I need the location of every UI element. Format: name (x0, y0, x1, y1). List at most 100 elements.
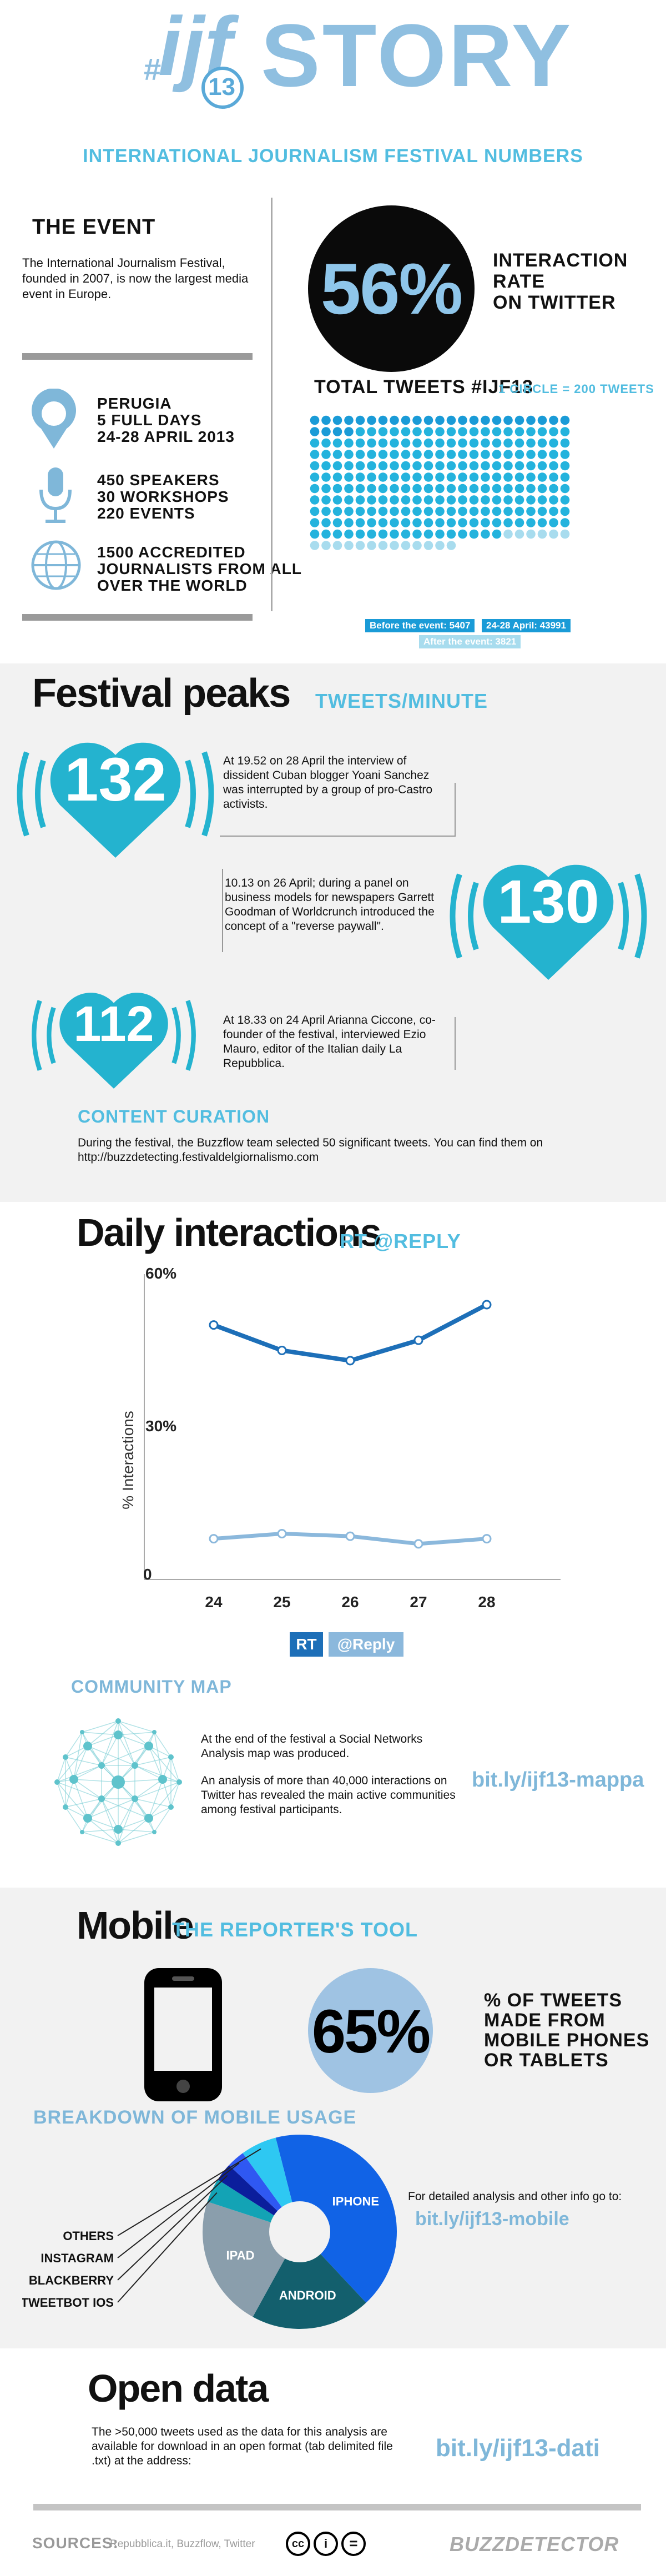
tweet-dot (401, 415, 411, 425)
tweet-dot (423, 427, 433, 436)
mobile-link[interactable]: bit.ly/ijf13-mobile (415, 2208, 569, 2230)
tweet-dot (458, 484, 467, 494)
network-edge (57, 1782, 102, 1799)
network-edge (101, 1745, 149, 1766)
tweet-dot (503, 495, 513, 505)
tweet-dot (367, 438, 376, 448)
network-edge (57, 1782, 66, 1808)
tweet-dot (503, 472, 513, 482)
tweet-dot (332, 427, 342, 436)
tweet-dot (310, 415, 320, 425)
sources-text: Repubblica.it, Buzzflow, Twitter (110, 2538, 255, 2550)
tweet-dot (435, 461, 445, 471)
network-edge (118, 1779, 163, 1783)
tweet-dot (481, 450, 490, 459)
x-tick-label: 27 (410, 1593, 427, 1610)
tweet-dot (458, 450, 467, 459)
tweet-dot (458, 506, 467, 516)
tweet-dot (526, 529, 536, 539)
tweet-dot (310, 472, 320, 482)
tweet-dot (412, 495, 422, 505)
tweet-dot (390, 472, 399, 482)
peak-value: 132 (64, 746, 167, 814)
tweet-dot (526, 461, 536, 471)
y-tick-label: 30% (145, 1417, 176, 1435)
tweet-dot (537, 415, 547, 425)
tweet-dot (412, 506, 422, 516)
x-tick-label: 26 (341, 1593, 359, 1610)
network-edge (73, 1779, 119, 1783)
tweet-dot (481, 506, 490, 516)
tweet-dot (332, 506, 342, 516)
tweet-dot (367, 450, 376, 459)
network-edge (134, 1779, 163, 1799)
tweet-dot (560, 427, 570, 436)
network-edge (101, 1798, 119, 1844)
fact-line: JOURNALISTS FROM ALL (97, 560, 302, 577)
tweet-dot (560, 461, 570, 471)
leader-line (117, 2192, 218, 2303)
tweet-dot (344, 541, 354, 550)
network-edge (82, 1720, 119, 1733)
peak-text: 10.13 on 26 April; during a panel on bus… (225, 877, 435, 933)
tweet-dot (310, 541, 320, 550)
tweet-dot (344, 427, 354, 436)
heart-112-icon (32, 993, 196, 1089)
location-pin-icon (29, 388, 79, 450)
tweet-dot (469, 518, 479, 527)
tweet-dot (401, 438, 411, 448)
tweet-dot (423, 495, 433, 505)
line-chart: 60% 30% 0 % Interactions 24 25 26 27 28 (119, 1266, 561, 1610)
tweet-dot (367, 506, 376, 516)
network-edge (134, 1782, 180, 1799)
tweet-dot (435, 518, 445, 527)
rate-label: INTERACTION RATE ON TWITTER (493, 250, 666, 313)
tweet-dot (514, 495, 524, 505)
opendata-link[interactable]: bit.ly/ijf13-dati (436, 2434, 600, 2462)
opendata-title: Open data (88, 2367, 269, 2410)
network-map-icon (54, 1718, 182, 1846)
network-edge (57, 1757, 66, 1783)
network-node (115, 1840, 121, 1846)
tweet-dot (435, 427, 445, 436)
tweet-dot (332, 541, 342, 550)
tweet-dot (435, 415, 445, 425)
legend-rt[interactable]: RT (290, 1632, 323, 1657)
tweet-dot (458, 438, 467, 448)
tweet-dot (446, 518, 456, 527)
logo-hash: # (144, 52, 162, 87)
network-edge (101, 1798, 149, 1819)
tweet-dot (537, 495, 547, 505)
tweet-dot (367, 415, 376, 425)
tweet-dot (401, 484, 411, 494)
network-edge (118, 1832, 155, 1844)
legend-during: 24-28 April: 43991 (482, 619, 571, 632)
tweet-dot (321, 506, 331, 516)
tweet-dot (390, 541, 399, 550)
divider (33, 2504, 641, 2510)
heart-130-icon (450, 864, 647, 980)
tweet-dot (560, 415, 570, 425)
peak-text: At 19.52 on 28 April the interview of di… (223, 754, 433, 811)
network-edge (134, 1732, 155, 1766)
fact-line: 24-28 APRIL 2013 (97, 428, 235, 445)
pie-hole (269, 2201, 330, 2262)
tweet-dot (355, 484, 365, 494)
legend-reply[interactable]: @Reply (329, 1632, 403, 1657)
fact-line: 5 FULL DAYS (97, 411, 202, 429)
tweet-dot (412, 484, 422, 494)
network-edge (87, 1734, 119, 1747)
network-edge (118, 1818, 149, 1830)
tweet-dot (435, 541, 445, 550)
community-link[interactable]: bit.ly/ijf13-mappa (472, 1768, 644, 1792)
tweet-dot (446, 438, 456, 448)
tweet-dot (332, 472, 342, 482)
network-node (63, 1804, 68, 1810)
pie-slice-iphone (275, 2135, 397, 2303)
network-node (168, 1754, 174, 1760)
pie-label: IPAD (226, 2248, 255, 2262)
data-point (209, 1534, 219, 1544)
tweet-dot (423, 450, 433, 459)
network-edge (148, 1745, 163, 1780)
tweet-dot (526, 415, 536, 425)
